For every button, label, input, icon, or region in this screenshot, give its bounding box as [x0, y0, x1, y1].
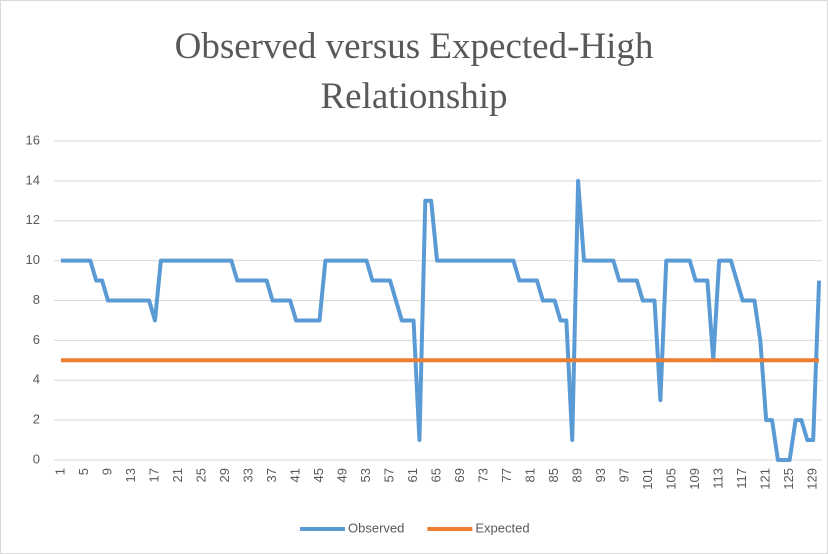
x-tick-label: 45 [311, 468, 326, 482]
x-tick-label: 21 [170, 468, 185, 482]
legend-label: Expected [475, 520, 529, 535]
x-tick-label: 69 [452, 468, 467, 482]
y-tick-label: 8 [33, 292, 40, 307]
x-tick-label: 89 [570, 468, 585, 482]
y-tick-label: 0 [33, 451, 40, 466]
x-tick-label: 121 [758, 468, 773, 490]
x-tick-label: 57 [381, 468, 396, 482]
y-tick-label: 12 [26, 212, 40, 227]
x-tick-label: 1 [52, 468, 67, 475]
x-tick-label: 105 [664, 468, 679, 490]
series-line [60, 178, 822, 462]
x-tick-label: 117 [734, 468, 749, 489]
x-tick-label: 77 [499, 468, 514, 482]
x-tick-label: 101 [640, 468, 655, 490]
x-tick-label: 85 [546, 468, 561, 482]
x-tick-label: 13 [123, 468, 138, 482]
y-tick-label: 2 [33, 412, 40, 427]
x-tick-label: 129 [805, 468, 820, 490]
x-tick-label: 49 [334, 468, 349, 482]
x-tick-label: 25 [193, 468, 208, 482]
y-tick-label: 4 [33, 372, 40, 387]
y-tick-label: 10 [26, 252, 40, 267]
x-tick-label: 93 [593, 468, 608, 482]
y-tick-label: 14 [26, 172, 40, 187]
x-tick-label: 73 [476, 468, 491, 482]
x-tick-label: 9 [99, 468, 114, 475]
x-tick-label: 33 [240, 468, 255, 482]
x-tick-label: 109 [687, 468, 702, 490]
x-tick-label: 41 [287, 468, 302, 482]
x-tick-label: 61 [405, 468, 420, 482]
y-tick-label: 16 [26, 132, 40, 147]
x-tick-label: 17 [146, 468, 161, 482]
legend-label: Observed [348, 520, 404, 535]
x-tick-label: 97 [617, 468, 632, 482]
y-tick-label: 6 [33, 332, 40, 347]
x-tick-label: 29 [217, 468, 232, 482]
x-tick-label: 5 [76, 468, 91, 475]
x-tick-label: 37 [264, 468, 279, 482]
x-tick-label: 53 [358, 468, 373, 482]
x-tick-label: 113 [711, 468, 726, 489]
x-tick-label: 65 [428, 468, 443, 482]
x-tick-label: 125 [781, 468, 796, 490]
chart-title: Observed versus Expected-High Relationsh… [174, 26, 654, 117]
x-tick-label: 81 [523, 468, 538, 482]
